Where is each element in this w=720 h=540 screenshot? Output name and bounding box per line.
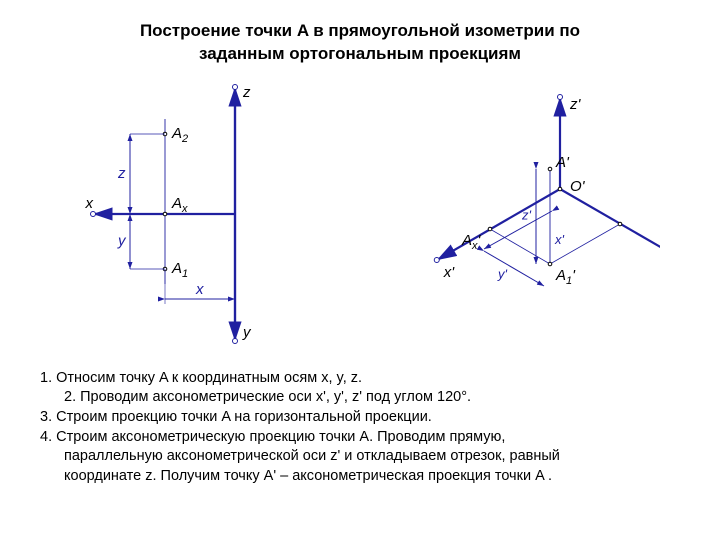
svg-text:x: x xyxy=(195,281,204,298)
svg-text:x': x' xyxy=(554,232,565,247)
svg-text:z': z' xyxy=(521,207,532,222)
svg-text:z: z xyxy=(117,165,126,182)
svg-text:A2: A2 xyxy=(171,125,188,145)
svg-text:O': O' xyxy=(570,178,586,195)
orthogonal-diagram: z x y A2 Ax A1 z y x xyxy=(60,74,300,354)
svg-text:x: x xyxy=(85,195,94,212)
step-3: 3. Строим проекцию точки A на горизонтал… xyxy=(40,408,690,428)
isometric-diagram: z'x'y'O'x'y'z'A'Ax'A1' xyxy=(360,74,660,354)
svg-text:A1': A1' xyxy=(555,267,576,287)
step-2: 2. Проводим аксонометрические оси x', y'… xyxy=(40,388,690,408)
title: Построение точки A в прямоугольной изоме… xyxy=(30,20,690,66)
svg-text:A1: A1 xyxy=(171,260,188,280)
step-4c: координате z. Получим точку A' – аксоном… xyxy=(40,467,690,487)
svg-text:Ax': Ax' xyxy=(461,232,482,252)
steps-text: 1. Относим точку A к координатным осям x… xyxy=(30,369,690,486)
svg-text:z': z' xyxy=(569,96,582,113)
step-1: 1. Относим точку A к координатным осям x… xyxy=(40,369,690,389)
title-line-2: заданным ортогональным проекциям xyxy=(199,44,521,63)
svg-text:y: y xyxy=(117,232,127,249)
step-4b: параллельную аксонометрической оси z' и … xyxy=(40,447,690,467)
svg-text:A': A' xyxy=(555,154,570,171)
step-4a: 4. Строим аксонометрическую проекцию точ… xyxy=(40,428,690,448)
diagrams-row: zxyA2AxA1zyx z'x'y'O'x'y'z'A'Ax'A1' xyxy=(30,74,690,354)
svg-text:x': x' xyxy=(443,264,456,281)
title-line-1: Построение точки A в прямоугольной изоме… xyxy=(140,21,580,40)
svg-text:y': y' xyxy=(497,266,508,281)
svg-text:y: y xyxy=(242,324,252,341)
svg-text:z: z xyxy=(242,84,251,101)
svg-text:Ax: Ax xyxy=(171,195,188,215)
